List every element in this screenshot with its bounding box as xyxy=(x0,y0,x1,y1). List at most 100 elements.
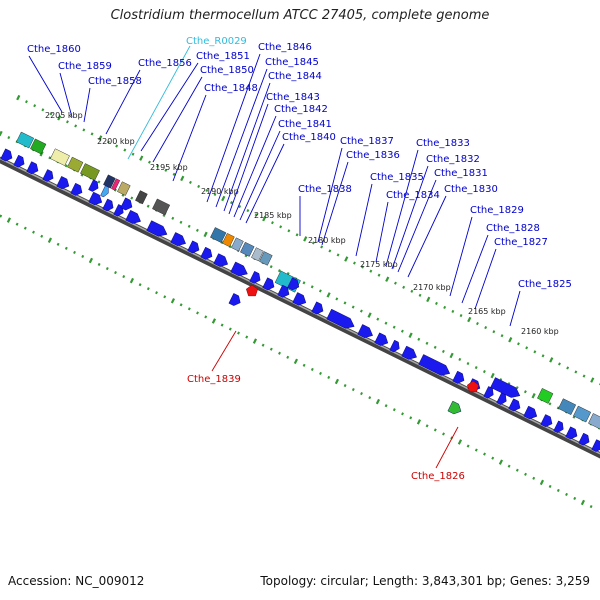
cds-arrow-shape xyxy=(452,370,465,384)
cog-block-rect xyxy=(67,156,84,173)
tick-mark xyxy=(490,372,495,379)
label-line xyxy=(127,45,191,160)
cds-arrow-shape xyxy=(42,169,54,182)
cds-arrow-shape xyxy=(508,398,521,412)
tick-mark xyxy=(170,298,176,304)
tick-mark xyxy=(295,233,299,237)
tick-mark xyxy=(435,301,438,305)
cds-arrow-shape xyxy=(230,261,248,276)
tick-mark xyxy=(565,492,568,497)
gene-label: Cthe_1844 xyxy=(268,71,322,82)
tick-mark xyxy=(195,228,199,232)
tick-mark xyxy=(286,355,290,359)
tick-mark xyxy=(517,342,520,346)
gene-label: Cthe_1841 xyxy=(278,119,332,130)
cds-arrow xyxy=(230,261,248,276)
gene-label: Cthe_1848 xyxy=(204,83,258,94)
gene-label: Cthe_1833 xyxy=(416,138,470,149)
tick-mark xyxy=(146,204,150,208)
cds-arrow-shape xyxy=(88,179,99,192)
tick-mark xyxy=(163,295,167,299)
tick-mark xyxy=(179,220,183,224)
cog-block xyxy=(558,398,577,415)
label-line xyxy=(233,115,277,218)
tick-mark xyxy=(484,326,488,330)
kbp-label: 2160 kbp xyxy=(521,327,559,336)
tick-mark xyxy=(105,266,109,271)
tick-mark xyxy=(491,456,495,460)
tick-mark xyxy=(64,164,68,168)
tick-mark xyxy=(189,180,192,184)
cds-arrow xyxy=(100,185,109,198)
tick-mark xyxy=(139,155,144,161)
tick-mark xyxy=(476,322,479,326)
cog-block-rect xyxy=(259,251,273,266)
tick-mark xyxy=(98,135,103,141)
tick-mark xyxy=(368,396,372,400)
tick-mark xyxy=(425,424,429,428)
cds-arrow-shape xyxy=(146,220,168,237)
kbp-label: 2205 kbp xyxy=(45,111,83,120)
gene-label: Cthe_1836 xyxy=(346,150,400,161)
cog-block xyxy=(588,413,600,430)
cog-block xyxy=(251,247,264,262)
pseudo-marker-icon xyxy=(246,284,258,297)
label-line xyxy=(391,165,429,270)
tick-mark xyxy=(416,419,422,425)
cog-block-rect xyxy=(50,148,70,166)
tick-mark xyxy=(155,291,158,295)
label-line xyxy=(317,147,343,243)
tick-mark xyxy=(228,244,232,249)
label-line xyxy=(474,248,497,310)
tick-mark xyxy=(131,152,135,156)
cog-block xyxy=(152,198,171,216)
label-line xyxy=(407,195,447,278)
gene-label: Cthe_1832 xyxy=(426,154,480,165)
cds-arrow xyxy=(508,398,521,412)
tick-mark xyxy=(172,172,176,176)
cog-block-rect xyxy=(222,233,235,248)
tick-mark xyxy=(82,128,86,132)
tick-mark xyxy=(367,312,372,318)
tick-mark xyxy=(0,214,3,218)
cds-arrow-shape xyxy=(311,301,324,315)
cds-arrow-shape xyxy=(56,176,70,190)
tick-mark xyxy=(187,224,191,228)
label-line xyxy=(105,69,141,135)
cds-arrow-shape xyxy=(170,232,186,246)
tick-mark xyxy=(335,297,339,301)
gene-label: Cthe_1826 xyxy=(411,471,465,482)
tick-mark xyxy=(451,309,455,314)
cog-block xyxy=(16,131,35,149)
tick-mark xyxy=(515,386,519,390)
cds-arrow xyxy=(357,324,373,338)
tick-mark xyxy=(237,331,240,335)
cds-arrow-shape xyxy=(292,292,307,306)
cds-arrow xyxy=(374,332,389,346)
label-line xyxy=(140,62,199,152)
tick-mark xyxy=(327,375,331,380)
label-line xyxy=(397,179,437,273)
cds-arrow-shape xyxy=(125,210,141,224)
tick-mark xyxy=(541,354,545,358)
gene-label: Cthe_1830 xyxy=(444,184,498,195)
kbp-label: 2175 kbp xyxy=(360,260,398,269)
tick-mark xyxy=(394,281,397,285)
cds-arrow-shape xyxy=(357,324,373,338)
cog-block xyxy=(231,237,244,252)
tick-mark xyxy=(590,377,595,383)
tick-mark xyxy=(15,222,19,226)
gene-label: Cthe_1856 xyxy=(138,58,192,69)
tick-mark xyxy=(40,234,44,238)
cds-arrow xyxy=(125,210,141,224)
tick-mark xyxy=(246,209,250,213)
tick-mark xyxy=(74,124,78,128)
tick-mark xyxy=(230,200,233,205)
gene-label: Cthe_1845 xyxy=(265,57,319,68)
tick-mark xyxy=(97,262,101,267)
cds-arrow xyxy=(540,414,553,427)
gene-label: Cthe_1831 xyxy=(434,168,488,179)
cds-arrow-shape xyxy=(213,253,229,267)
tick-mark xyxy=(146,287,150,291)
cog-block-rect xyxy=(80,163,100,181)
